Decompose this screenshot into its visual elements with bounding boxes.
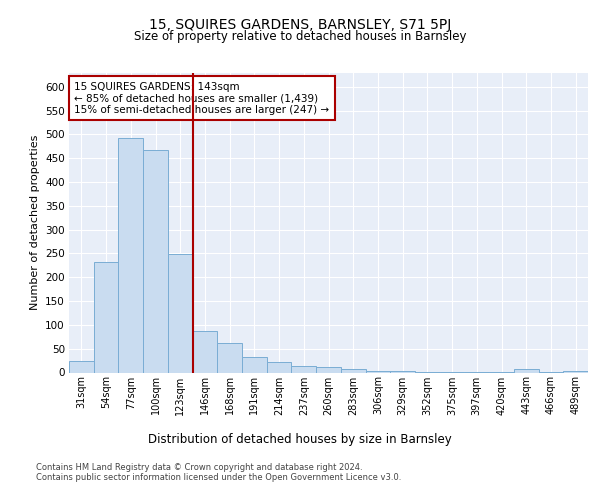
Bar bbox=[168, 254, 193, 372]
Text: 15, SQUIRES GARDENS, BARNSLEY, S71 5PJ: 15, SQUIRES GARDENS, BARNSLEY, S71 5PJ bbox=[149, 18, 451, 32]
Bar bbox=[341, 368, 365, 372]
Bar bbox=[94, 262, 118, 372]
Bar bbox=[267, 362, 292, 372]
Bar bbox=[193, 330, 217, 372]
Text: 15 SQUIRES GARDENS: 143sqm
← 85% of detached houses are smaller (1,439)
15% of s: 15 SQUIRES GARDENS: 143sqm ← 85% of deta… bbox=[74, 82, 329, 114]
Bar bbox=[390, 371, 415, 372]
Text: Contains HM Land Registry data © Crown copyright and database right 2024.
Contai: Contains HM Land Registry data © Crown c… bbox=[36, 462, 401, 482]
Bar bbox=[69, 360, 94, 372]
Bar bbox=[365, 370, 390, 372]
Bar bbox=[292, 366, 316, 372]
Bar bbox=[118, 138, 143, 372]
Bar bbox=[242, 358, 267, 372]
Bar bbox=[143, 150, 168, 372]
Bar bbox=[316, 368, 341, 372]
Bar bbox=[217, 343, 242, 372]
Y-axis label: Number of detached properties: Number of detached properties bbox=[29, 135, 40, 310]
Text: Distribution of detached houses by size in Barnsley: Distribution of detached houses by size … bbox=[148, 432, 452, 446]
Bar bbox=[514, 369, 539, 372]
Bar bbox=[563, 370, 588, 372]
Text: Size of property relative to detached houses in Barnsley: Size of property relative to detached ho… bbox=[134, 30, 466, 43]
